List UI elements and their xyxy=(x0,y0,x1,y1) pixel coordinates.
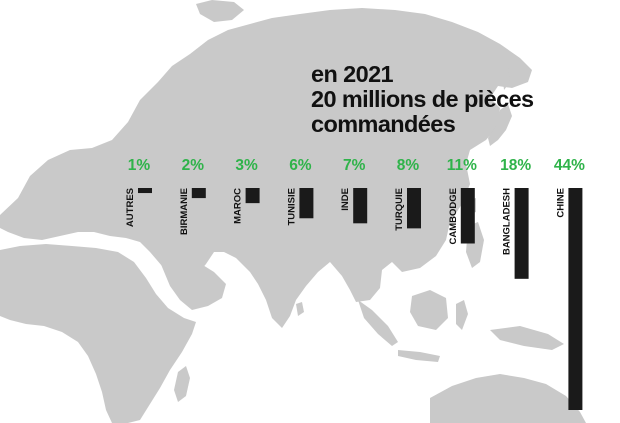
bar-bangladesh xyxy=(515,188,529,279)
value-label-cambodge: 11% xyxy=(447,157,477,174)
category-label-maroc: MAROC xyxy=(233,188,244,224)
bar-cambodge xyxy=(461,188,475,244)
value-label-autres: 1% xyxy=(128,157,151,174)
category-label-birmanie: BIRMANIE xyxy=(179,188,190,235)
category-label-bangladesh: BANGLADESH xyxy=(502,188,513,255)
bar-chine xyxy=(568,188,582,410)
value-label-chine: 44% xyxy=(554,157,585,174)
category-label-cambodge: CAMBODGE xyxy=(448,188,459,244)
value-label-tunisie: 6% xyxy=(289,157,312,174)
bar-inde xyxy=(353,188,367,223)
value-label-inde: 7% xyxy=(343,157,366,174)
value-label-maroc: 3% xyxy=(235,157,258,174)
bar-maroc xyxy=(246,188,260,203)
category-label-autres: AUTRES xyxy=(125,188,136,227)
category-label-chine: CHINE xyxy=(555,188,566,218)
category-label-turquie: TURQUIE xyxy=(394,188,405,231)
bar-birmanie xyxy=(192,188,206,198)
value-label-bangladesh: 18% xyxy=(500,157,531,174)
category-label-tunisie: TUNISIE xyxy=(286,188,297,225)
value-label-turquie: 8% xyxy=(397,157,420,174)
bar-tunisie xyxy=(299,188,313,218)
category-label-inde: INDE xyxy=(340,188,351,211)
bar-turquie xyxy=(407,188,421,228)
value-label-birmanie: 2% xyxy=(182,157,205,174)
bar-autres xyxy=(138,188,152,193)
